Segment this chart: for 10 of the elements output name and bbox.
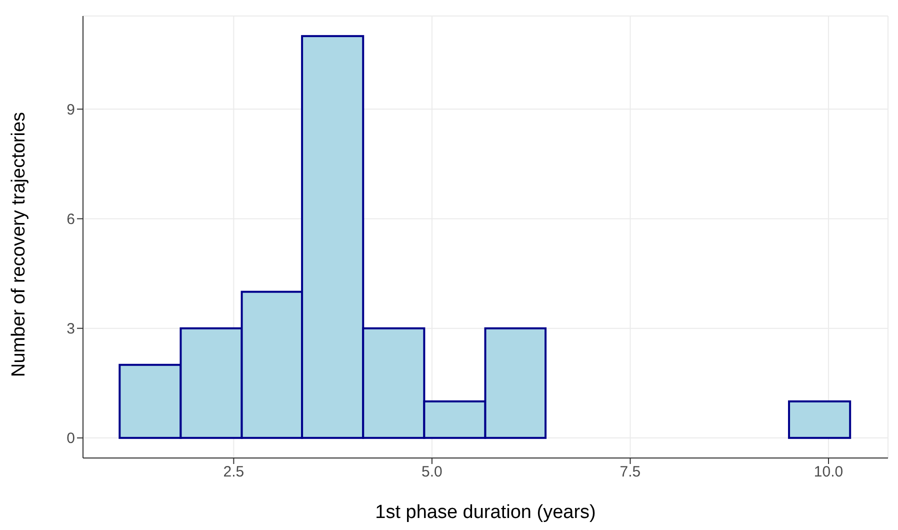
y-tick-label: 6	[66, 211, 75, 228]
x-tick-label: 2.5	[223, 464, 244, 481]
x-tick-label: 10.0	[814, 464, 844, 481]
y-axis-title: Number of recovery trajectories	[8, 112, 30, 377]
x-tick-label: 5.0	[422, 464, 442, 481]
y-tick-label: 0	[66, 430, 75, 448]
y-tick-label: 3	[66, 320, 75, 338]
x-tick-label: 7.5	[620, 464, 641, 481]
x-axis-title: 1st phase duration (years)	[375, 502, 596, 523]
y-tick-label: 9	[66, 101, 75, 118]
